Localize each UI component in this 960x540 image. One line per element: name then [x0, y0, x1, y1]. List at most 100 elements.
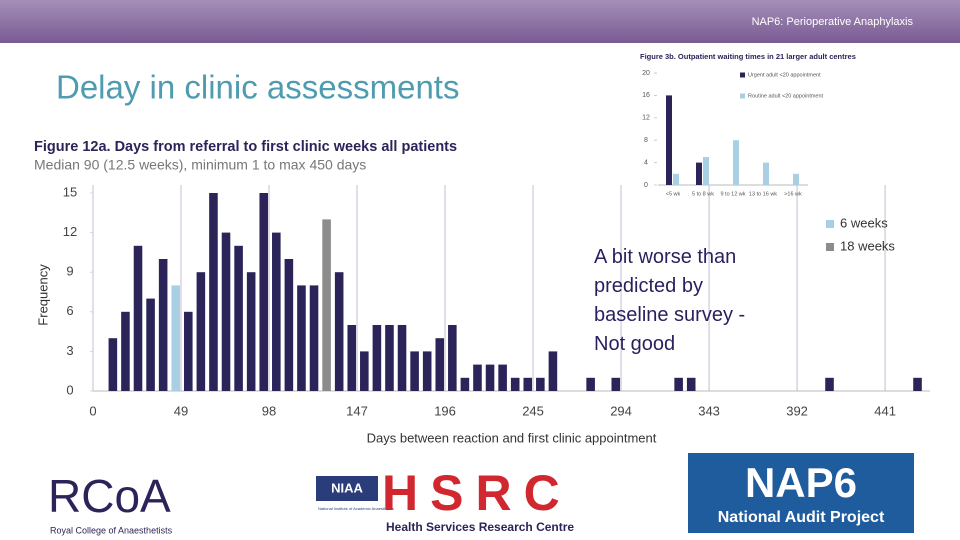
- x-axis-label: Days between reaction and first clinic a…: [367, 430, 657, 445]
- bar: [586, 377, 595, 391]
- nap6-box: [688, 453, 914, 533]
- bar: [372, 325, 382, 391]
- x-tick-label: 294: [610, 403, 632, 418]
- bar: [322, 219, 331, 391]
- niaa-logo: NIAA: [331, 480, 363, 495]
- bar: [536, 377, 545, 391]
- bar: [347, 325, 357, 391]
- bar: [523, 377, 533, 391]
- bar: [485, 364, 495, 391]
- hsrc-name: Health Services Research Centre: [386, 520, 574, 534]
- bar: [666, 95, 672, 185]
- bar: [460, 377, 470, 391]
- x-tick-label: 49: [174, 403, 188, 418]
- x-tick-label: 196: [434, 403, 456, 418]
- legend-swatch: [826, 243, 834, 251]
- y-tick-label: 8: [644, 137, 648, 144]
- bar: [209, 193, 218, 391]
- bar: [158, 259, 168, 391]
- bar: [246, 272, 256, 391]
- bar: [686, 377, 696, 391]
- niaa-name: National Institute of Academic Anaesthes…: [318, 506, 394, 511]
- bar: [422, 351, 432, 391]
- bar: [793, 173, 799, 185]
- rcoa-logo: RCoA: [48, 470, 171, 522]
- bar: [221, 232, 231, 391]
- niaa-box: [316, 476, 378, 501]
- y-axis-label: Frequency: [35, 264, 50, 326]
- legend-swatch: [826, 220, 834, 228]
- bar: [196, 272, 206, 391]
- bar: [510, 377, 520, 391]
- x-tick-label: 13 to 16 wk: [749, 191, 777, 197]
- bar: [674, 377, 683, 391]
- x-tick-label: 343: [698, 403, 720, 418]
- bar: [448, 325, 457, 391]
- bar: [272, 232, 281, 391]
- bar: [385, 325, 394, 391]
- rcoa-name: Royal College of Anaesthetists: [50, 525, 173, 535]
- header-text: NAP6: Perioperative Anaphylaxis: [752, 16, 914, 28]
- bar: [913, 377, 922, 391]
- bar: [259, 193, 269, 391]
- bar: [825, 377, 834, 391]
- y-tick-label: 0: [66, 382, 73, 397]
- nap6-name: National Audit Project: [718, 509, 885, 526]
- y-tick-label: 4: [644, 159, 648, 166]
- chart-subtitle: Median 90 (12.5 weeks), minimum 1 to max…: [34, 157, 366, 173]
- y-tick-label: 15: [63, 184, 77, 199]
- bar: [146, 298, 155, 391]
- bar: [473, 364, 482, 391]
- bar: [309, 285, 319, 391]
- bar: [611, 377, 621, 391]
- legend-label: Routine adult <20 appointment: [748, 93, 824, 99]
- y-tick-label: 12: [63, 224, 77, 239]
- bar: [360, 351, 369, 391]
- bar: [410, 351, 419, 391]
- note: A bit worse than predicted by baseline s…: [594, 246, 746, 355]
- x-tick-label: 98: [262, 403, 276, 418]
- legend-swatch: [740, 93, 745, 99]
- y-tick-label: 16: [642, 92, 650, 99]
- bar: [184, 311, 193, 391]
- bar: [133, 245, 143, 391]
- bar: [121, 311, 130, 391]
- header-bar: [0, 0, 960, 43]
- bar: [171, 285, 181, 391]
- x-tick-label: 245: [522, 403, 544, 418]
- legend-label: 6 weeks: [840, 215, 888, 230]
- y-tick-label: 12: [642, 115, 650, 122]
- hsrc-logo: HSRC: [382, 465, 572, 521]
- bar: [334, 272, 344, 391]
- bar: [696, 162, 702, 185]
- nap6-logo: NAP6: [745, 459, 857, 506]
- x-tick-label: 147: [346, 403, 368, 418]
- bar: [435, 338, 445, 391]
- x-tick-label: >16 wk: [784, 191, 802, 197]
- x-tick-label: 441: [874, 403, 896, 418]
- legend-swatch: [740, 72, 745, 78]
- x-tick-label: 5 to 8 wk: [692, 191, 714, 197]
- chart-title: Figure 12a. Days from referral to first …: [34, 139, 457, 155]
- bar: [108, 338, 118, 391]
- bar: [548, 351, 558, 391]
- bar: [234, 245, 243, 391]
- y-tick-label: 9: [66, 264, 73, 279]
- bar: [673, 173, 679, 185]
- chart-title: Figure 3b. Outpatient waiting times in 2…: [640, 52, 856, 61]
- bar: [297, 285, 306, 391]
- legend-label: 18 weeks: [840, 238, 895, 253]
- x-tick-label: 392: [786, 403, 808, 418]
- y-tick-label: 6: [66, 303, 73, 318]
- bar: [733, 140, 739, 185]
- x-tick-label: 9 to 12 wk: [720, 191, 745, 197]
- slide-title: Delay in clinic assessments: [56, 69, 459, 106]
- y-tick-label: 3: [66, 343, 73, 358]
- bar: [703, 157, 709, 185]
- bar: [284, 259, 294, 391]
- y-tick-label: 0: [644, 182, 648, 189]
- bar: [498, 364, 507, 391]
- bar: [763, 162, 769, 185]
